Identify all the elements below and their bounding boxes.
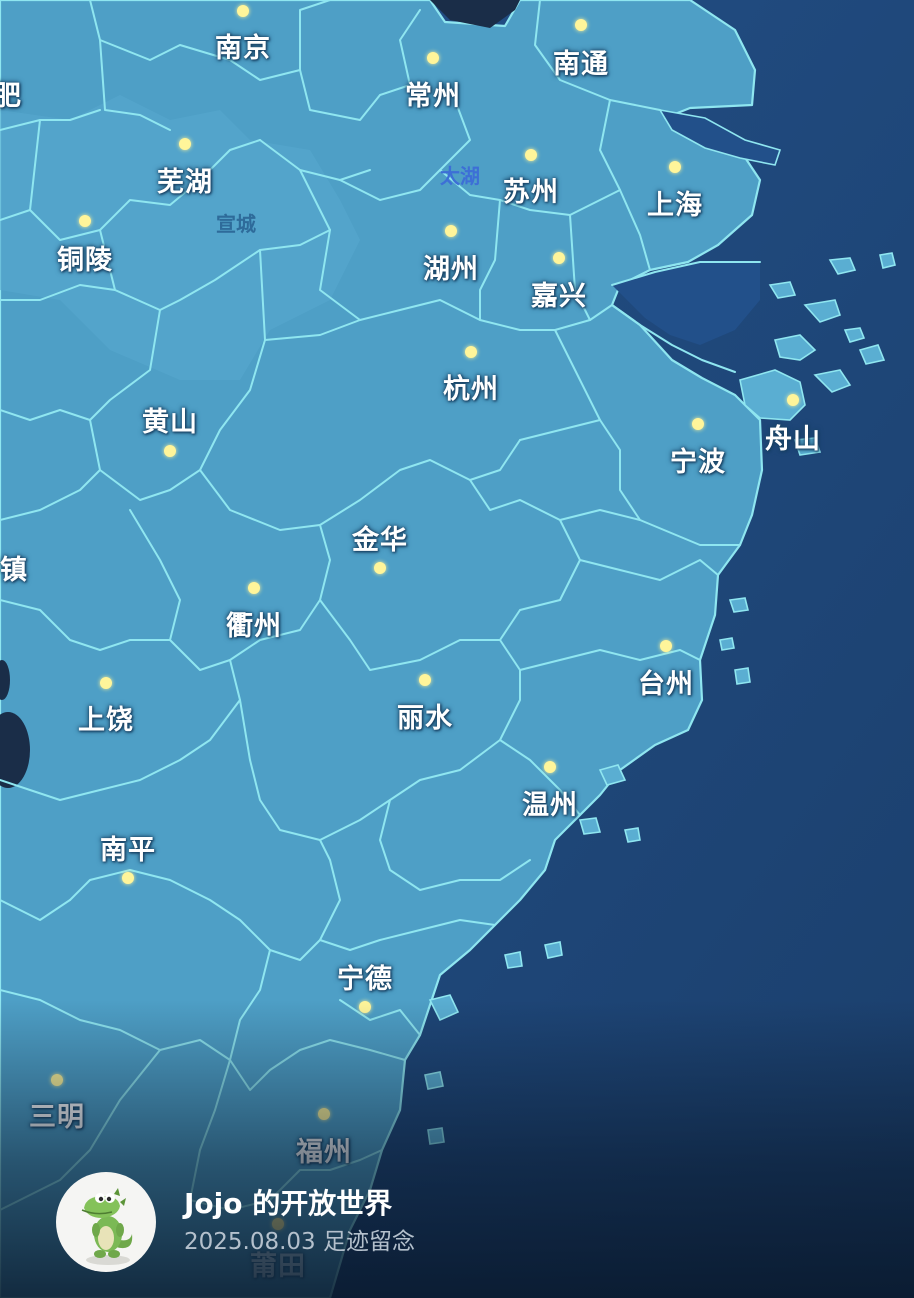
city-dot-quzhou[interactable] bbox=[248, 582, 260, 594]
city-dot-jiaxing[interactable] bbox=[553, 252, 565, 264]
city-dot-wenzhou[interactable] bbox=[544, 761, 556, 773]
city-dot-lishui[interactable] bbox=[419, 674, 431, 686]
city-dot-huzhou[interactable] bbox=[445, 225, 457, 237]
city-label-ningbo[interactable]: 宁波 bbox=[670, 447, 726, 478]
city-label-ningde[interactable]: 宁德 bbox=[337, 964, 393, 995]
footer-title: Jojo 的开放世界 bbox=[184, 1187, 393, 1220]
city-dot-zhoushan[interactable] bbox=[787, 394, 799, 406]
crocodile-mascot-icon bbox=[81, 1188, 133, 1265]
map-label-xuancheng: 宣城 bbox=[216, 212, 256, 236]
city-dot-changzhou[interactable] bbox=[427, 52, 439, 64]
city-label-jingdezhen-fragment: 镇 bbox=[0, 555, 28, 586]
city-label-zhoushan[interactable]: 舟山 bbox=[765, 424, 821, 455]
city-dot-tongling[interactable] bbox=[79, 215, 91, 227]
footer-profile[interactable]: Jojo 的开放世界 2025.08.03 足迹留念 bbox=[56, 1172, 415, 1272]
city-label-changzhou[interactable]: 常州 bbox=[405, 81, 461, 112]
city-dot-nanjing[interactable] bbox=[237, 5, 249, 17]
city-label-quzhou[interactable]: 衢州 bbox=[226, 611, 282, 642]
city-label-jinhua[interactable]: 金华 bbox=[352, 525, 408, 556]
city-label-jiaxing[interactable]: 嘉兴 bbox=[531, 281, 587, 312]
city-label-shanghai[interactable]: 上海 bbox=[647, 190, 703, 221]
city-dot-fuzhou[interactable] bbox=[318, 1108, 330, 1120]
city-dot-sanming[interactable] bbox=[51, 1074, 63, 1086]
city-label-nanjing[interactable]: 南京 bbox=[215, 33, 271, 64]
city-label-shangrao[interactable]: 上饶 bbox=[78, 705, 134, 736]
city-dot-suzhou[interactable] bbox=[525, 149, 537, 161]
poyang-lake bbox=[0, 712, 30, 788]
hangzhou-bay bbox=[612, 262, 760, 345]
city-label-fuzhou[interactable]: 福州 bbox=[296, 1137, 352, 1168]
city-label-wuhu[interactable]: 芜湖 bbox=[157, 167, 213, 198]
city-label-hangzhou[interactable]: 杭州 bbox=[443, 374, 499, 405]
city-label-nantong[interactable]: 南通 bbox=[553, 49, 609, 80]
city-label-lishui[interactable]: 丽水 bbox=[397, 703, 453, 734]
city-label-nanping[interactable]: 南平 bbox=[100, 835, 156, 866]
city-dot-wuhu[interactable] bbox=[179, 138, 191, 150]
city-label-wenzhou[interactable]: 温州 bbox=[522, 790, 578, 821]
footer-text-block: Jojo 的开放世界 2025.08.03 足迹留念 bbox=[184, 1186, 415, 1258]
taihu-lake bbox=[430, 0, 520, 28]
city-label-tongling[interactable]: 铜陵 bbox=[57, 245, 113, 276]
yangtze-estuary bbox=[658, 108, 782, 166]
city-dot-shanghai[interactable] bbox=[669, 161, 681, 173]
city-label-huangshan[interactable]: 黄山 bbox=[142, 407, 198, 438]
city-dot-jinhua[interactable] bbox=[374, 562, 386, 574]
city-dot-nanping[interactable] bbox=[122, 872, 134, 884]
city-dot-shangrao[interactable] bbox=[100, 677, 112, 689]
city-label-sanming[interactable]: 三明 bbox=[29, 1102, 85, 1133]
city-label-hefei-fragment: 肥 bbox=[0, 81, 22, 112]
city-label-suzhou[interactable]: 苏州 bbox=[503, 177, 559, 208]
city-dot-ningbo[interactable] bbox=[692, 418, 704, 430]
avatar[interactable] bbox=[56, 1172, 156, 1272]
region-shade bbox=[0, 95, 360, 380]
city-dot-huangshan[interactable] bbox=[164, 445, 176, 457]
city-dot-taizhou[interactable] bbox=[660, 640, 672, 652]
footer-subtitle: 2025.08.03 足迹留念 bbox=[184, 1229, 415, 1255]
zhoushan-islands bbox=[739, 252, 896, 456]
lake-west bbox=[0, 660, 10, 700]
city-label-huzhou[interactable]: 湖州 bbox=[423, 254, 479, 285]
city-dot-hangzhou[interactable] bbox=[465, 346, 477, 358]
map-label-taihu: 太湖 bbox=[440, 164, 480, 188]
city-label-taizhou[interactable]: 台州 bbox=[638, 669, 694, 700]
city-dot-nantong[interactable] bbox=[575, 19, 587, 31]
city-dot-ningde[interactable] bbox=[359, 1001, 371, 1013]
